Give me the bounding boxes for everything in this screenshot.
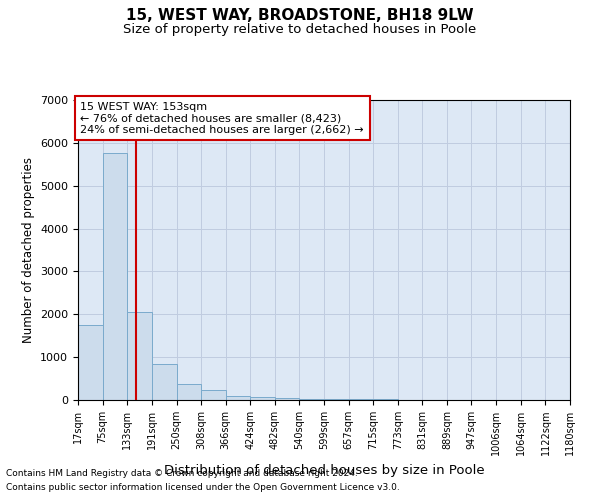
Text: Contains HM Land Registry data © Crown copyright and database right 2024.: Contains HM Land Registry data © Crown c… [6, 468, 358, 477]
Bar [127, 312, 152, 400]
Bar [226, 396, 250, 400]
Bar [349, 399, 373, 400]
Bar [250, 397, 275, 400]
Bar [201, 390, 226, 400]
Bar [78, 324, 103, 400]
Bar [299, 398, 324, 400]
Bar [275, 398, 299, 400]
Bar [324, 399, 349, 400]
Bar [103, 152, 127, 400]
Bar [152, 364, 176, 400]
Text: Size of property relative to detached houses in Poole: Size of property relative to detached ho… [124, 22, 476, 36]
Bar [176, 384, 201, 400]
Y-axis label: Number of detached properties: Number of detached properties [22, 157, 35, 343]
Text: Contains public sector information licensed under the Open Government Licence v3: Contains public sector information licen… [6, 484, 400, 492]
Text: 15 WEST WAY: 153sqm
← 76% of detached houses are smaller (8,423)
24% of semi-det: 15 WEST WAY: 153sqm ← 76% of detached ho… [80, 102, 364, 134]
Text: 15, WEST WAY, BROADSTONE, BH18 9LW: 15, WEST WAY, BROADSTONE, BH18 9LW [126, 8, 474, 22]
X-axis label: Distribution of detached houses by size in Poole: Distribution of detached houses by size … [164, 464, 484, 476]
